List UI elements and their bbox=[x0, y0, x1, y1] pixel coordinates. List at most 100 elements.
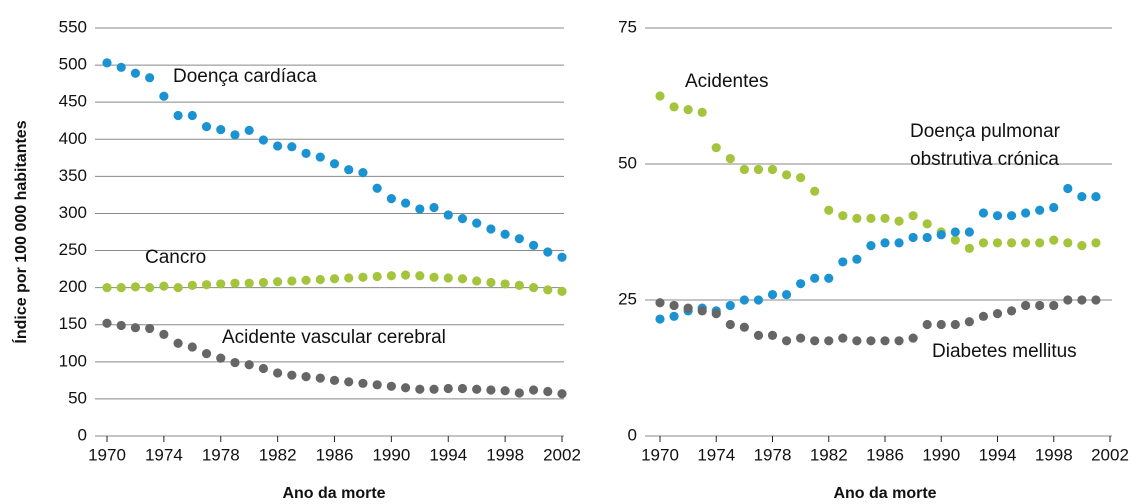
y-tick-label: 50 bbox=[618, 153, 637, 172]
x-tick-label: 1978 bbox=[202, 445, 240, 464]
point bbox=[273, 277, 283, 287]
point bbox=[739, 295, 749, 305]
point bbox=[725, 319, 735, 330]
x-axis-title: Ano da morte bbox=[282, 485, 385, 502]
point bbox=[1035, 300, 1045, 311]
point bbox=[216, 279, 226, 289]
x-tick-label: 1974 bbox=[145, 445, 183, 464]
point bbox=[1021, 300, 1031, 311]
point bbox=[173, 110, 183, 121]
x-tick-label: 1970 bbox=[88, 445, 126, 464]
point bbox=[230, 357, 240, 368]
point bbox=[894, 238, 904, 248]
y-tick-label: 75 bbox=[618, 17, 637, 36]
point bbox=[725, 300, 735, 311]
point bbox=[810, 273, 820, 283]
point bbox=[287, 276, 297, 286]
point bbox=[386, 194, 396, 204]
point bbox=[457, 274, 468, 284]
point bbox=[102, 283, 112, 293]
point bbox=[230, 130, 240, 140]
point bbox=[908, 211, 918, 221]
point bbox=[824, 336, 834, 346]
point bbox=[950, 227, 960, 237]
point bbox=[1077, 295, 1087, 305]
point bbox=[1021, 238, 1031, 248]
point bbox=[866, 336, 876, 346]
point bbox=[315, 152, 325, 162]
x-tick-label: 1978 bbox=[754, 445, 792, 464]
point bbox=[415, 271, 425, 281]
point bbox=[866, 241, 876, 251]
point bbox=[386, 381, 396, 391]
point bbox=[429, 202, 439, 213]
point bbox=[767, 289, 778, 300]
point bbox=[329, 274, 340, 284]
point bbox=[500, 279, 510, 289]
point bbox=[457, 383, 468, 394]
x-tick-label: 1986 bbox=[316, 445, 354, 464]
point bbox=[669, 102, 679, 112]
point bbox=[922, 219, 932, 229]
point bbox=[950, 319, 960, 330]
point bbox=[159, 329, 169, 339]
y-tick-label: 500 bbox=[59, 55, 87, 74]
point bbox=[1035, 205, 1045, 215]
point bbox=[852, 336, 862, 346]
point bbox=[964, 227, 974, 237]
point bbox=[372, 183, 382, 193]
point bbox=[964, 317, 974, 327]
point bbox=[1006, 238, 1017, 248]
point bbox=[824, 273, 834, 283]
point bbox=[796, 279, 806, 289]
y-tick-label: 450 bbox=[59, 92, 87, 111]
point bbox=[838, 211, 848, 221]
point bbox=[358, 272, 368, 282]
point bbox=[1049, 235, 1059, 245]
point bbox=[130, 323, 141, 333]
point bbox=[273, 141, 283, 151]
point bbox=[159, 281, 169, 291]
point bbox=[486, 277, 496, 288]
point bbox=[472, 384, 482, 394]
point bbox=[201, 122, 212, 132]
series-label: Acidentes bbox=[685, 71, 768, 92]
point bbox=[557, 286, 567, 296]
point bbox=[344, 377, 354, 387]
point bbox=[1063, 238, 1073, 248]
point bbox=[187, 342, 197, 352]
point bbox=[400, 198, 411, 208]
point bbox=[315, 373, 325, 383]
point bbox=[472, 218, 482, 228]
point bbox=[514, 388, 524, 398]
point bbox=[838, 257, 848, 267]
point bbox=[992, 309, 1003, 319]
point bbox=[301, 148, 311, 158]
point bbox=[287, 370, 297, 380]
point bbox=[810, 186, 820, 196]
point bbox=[753, 330, 764, 340]
point bbox=[543, 285, 553, 295]
point bbox=[711, 143, 721, 153]
point bbox=[683, 105, 693, 115]
point bbox=[767, 164, 778, 175]
point bbox=[669, 311, 679, 321]
y-tick-label: 350 bbox=[59, 166, 87, 185]
point bbox=[244, 278, 254, 288]
y-tick-label: 400 bbox=[59, 129, 87, 148]
point bbox=[781, 289, 792, 300]
y-tick-label: 50 bbox=[68, 388, 87, 407]
point bbox=[273, 368, 283, 378]
point bbox=[1063, 295, 1073, 305]
point bbox=[697, 306, 707, 316]
point bbox=[472, 276, 482, 286]
point bbox=[894, 336, 904, 346]
x-tick-label: 1982 bbox=[810, 445, 848, 464]
point bbox=[258, 363, 269, 374]
x-tick-label: 1994 bbox=[429, 445, 467, 464]
point bbox=[852, 254, 862, 264]
point bbox=[400, 270, 411, 280]
point bbox=[386, 271, 396, 281]
point bbox=[1063, 183, 1073, 194]
